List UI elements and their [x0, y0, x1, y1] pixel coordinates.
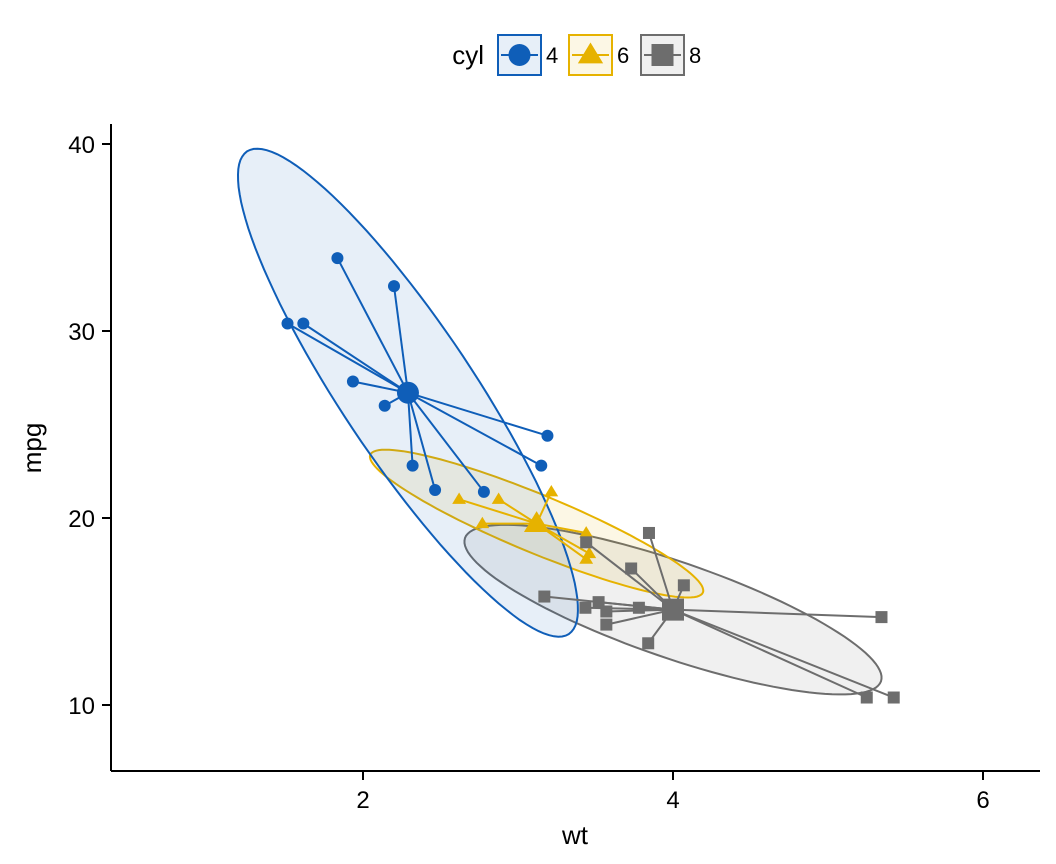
point-cyl-6 — [544, 484, 559, 497]
legend-key-4: 4 — [497, 34, 558, 76]
legend-key-6: 6 — [568, 34, 629, 76]
legend-label: 8 — [689, 43, 701, 68]
centroids — [396, 381, 684, 621]
y-tick-label: 10 — [68, 693, 95, 720]
spoke-cyl-8 — [672, 608, 882, 619]
spoke-cyl-4 — [393, 285, 409, 393]
point-cyl-6 — [491, 492, 506, 504]
point-cyl-4 — [297, 317, 310, 330]
point-cyl-8 — [632, 601, 645, 614]
point-cyl-8 — [860, 691, 873, 704]
point-cyl-4 — [388, 280, 400, 293]
point-cyl-8 — [625, 562, 638, 575]
point-cyl-4 — [346, 375, 359, 388]
point-cyl-4 — [406, 459, 419, 472]
confidence-ellipses — [236, 147, 883, 696]
point-cyl-8 — [592, 596, 605, 609]
legend-label: 4 — [546, 43, 558, 68]
y-tick-label: 40 — [68, 132, 95, 159]
axes: 2 4 6 10 20 30 40 wt mpg — [17, 124, 1040, 850]
centroid-spokes — [287, 257, 895, 699]
point-cyl-4 — [331, 252, 344, 265]
spoke-cyl-8 — [672, 608, 868, 699]
point-cyl-8 — [600, 618, 613, 631]
point-cyl-8 — [887, 691, 900, 704]
point-cyl-8 — [642, 526, 655, 539]
centroid-cyl-4 — [396, 381, 419, 404]
point-cyl-6 — [579, 526, 594, 538]
point-cyl-8 — [580, 536, 593, 549]
spoke-cyl-8 — [585, 541, 674, 611]
point-cyl-8 — [600, 605, 613, 618]
spoke-cyl-6 — [458, 498, 537, 525]
point-cyl-6 — [452, 492, 466, 504]
x-tick-label: 2 — [356, 787, 369, 814]
legend-key-8: 8 — [640, 34, 701, 76]
point-cyl-4 — [477, 485, 490, 498]
point-cyl-8 — [538, 590, 551, 603]
point-cyl-6 — [579, 552, 594, 564]
point-cyl-8 — [875, 611, 888, 624]
spoke-cyl-4 — [407, 391, 548, 437]
centroid-cyl-6 — [523, 511, 550, 532]
y-tick-label: 30 — [68, 319, 95, 346]
spoke-cyl-4 — [287, 322, 409, 394]
x-ticks: 2 4 6 — [356, 771, 990, 814]
point-cyl-4 — [535, 459, 548, 472]
spoke-cyl-8 — [606, 608, 674, 626]
y-tick-label: 20 — [68, 506, 95, 533]
point-cyl-4 — [281, 317, 294, 330]
spoke-cyl-4 — [406, 392, 437, 491]
spoke-cyl-4 — [406, 392, 414, 466]
legend-title: cyl — [452, 40, 484, 70]
x-tick-label: 6 — [976, 787, 989, 814]
spoke-cyl-4 — [407, 392, 485, 493]
spoke-cyl-8 — [648, 532, 674, 610]
legend-keys: 4 6 8 — [497, 34, 701, 76]
legend-key-marker — [508, 44, 531, 66]
spoke-cyl-4 — [336, 257, 409, 394]
y-ticks: 10 20 30 40 — [68, 132, 111, 720]
point-cyl-8 — [642, 637, 655, 650]
spoke-cyl-4 — [302, 322, 409, 394]
legend-key-marker — [651, 44, 674, 66]
point-cyl-8 — [579, 601, 592, 614]
point-cyl-4 — [378, 399, 391, 412]
spoke-cyl-8 — [672, 608, 895, 699]
legend-label: 6 — [617, 43, 629, 68]
point-cyl-8 — [677, 579, 690, 592]
point-cyl-6 — [475, 516, 490, 529]
y-axis-title: mpg — [17, 423, 47, 474]
legend-key-marker — [577, 42, 604, 64]
x-axis-title: wt — [561, 820, 589, 850]
spoke-cyl-8 — [544, 595, 674, 611]
legend: cyl 4 6 8 — [452, 34, 701, 76]
data-points — [281, 252, 900, 704]
spoke-cyl-4 — [407, 391, 542, 467]
point-cyl-4 — [429, 483, 442, 496]
x-tick-label: 4 — [666, 787, 679, 814]
centroid-cyl-8 — [662, 598, 684, 621]
point-cyl-4 — [541, 429, 554, 442]
